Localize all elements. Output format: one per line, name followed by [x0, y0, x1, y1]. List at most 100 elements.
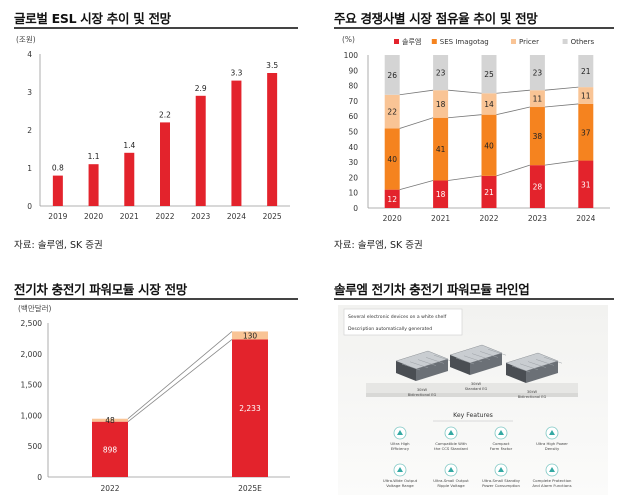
bar: [160, 122, 170, 206]
tooltip-line: Description automatically generated: [348, 326, 432, 332]
module-fin: [471, 353, 491, 360]
module-fin: [527, 361, 547, 368]
panel-lineup: 솔루엠 전기차 충전기 파워모듈 라인업 Several electronic …: [334, 279, 614, 497]
panel-title: 주요 경쟁사별 시장 점유율 추이 및 전망: [334, 11, 538, 26]
data-label: 28: [533, 183, 543, 192]
feature-label: Ultra High: [390, 441, 410, 446]
panel-title: 글로벌 ESL 시장 추이 및 전망: [14, 11, 171, 26]
data-label: 31: [581, 180, 591, 189]
x-tick-label: 2025: [263, 212, 282, 221]
module-front: [526, 361, 558, 383]
x-tick-label: 2024: [227, 212, 246, 221]
data-label: 41: [436, 145, 446, 154]
data-label: 11: [533, 95, 543, 104]
bar: [267, 73, 278, 206]
module-fin: [409, 361, 429, 369]
source-note: 자료: 솔루엠, SK 증권: [14, 240, 103, 251]
product-label: 30kW: [417, 388, 428, 392]
stack-segment: [433, 90, 449, 118]
module-fin: [511, 365, 531, 373]
data-label: 21: [484, 188, 494, 197]
panel-title: 솔루엠 전기차 충전기 파워모듈 라인업: [334, 282, 530, 297]
data-label: 23: [436, 69, 446, 78]
product-label: 30kW: [527, 390, 538, 394]
legend-label: SES Imagotag: [440, 38, 489, 46]
stack-segment: [481, 175, 497, 208]
lineup-illustration: Several electronic devices on a white sh…: [338, 305, 608, 495]
data-label: 23: [533, 69, 543, 78]
connector-line: [399, 180, 434, 191]
module-front: [416, 359, 448, 381]
x-tick-label: 2025E: [238, 484, 262, 493]
y-tick-label: 100: [344, 51, 359, 60]
feature-label: Voltage Range: [386, 483, 414, 488]
feature-label: Ultra High Power: [536, 441, 568, 446]
ev-charger-chart: (백만달러) 0 500 1,000 1,500 2,000 2,500 898 48 2022 2…: [18, 303, 290, 493]
y-tick-label: 80: [348, 82, 358, 91]
stack-segment: [529, 90, 545, 108]
feature-label: Compact: [493, 441, 510, 446]
stack-segment: [481, 93, 497, 115]
panel-title: 전기차 충전기 파워모듈 시장 전망: [14, 282, 188, 297]
module-fin: [455, 357, 475, 365]
connector-line: [544, 86, 579, 91]
data-label: 40: [387, 155, 397, 164]
title-rule: [14, 298, 298, 300]
data-label: 18: [436, 190, 446, 199]
data-label: 1.4: [123, 141, 135, 150]
y-tick-label: 30: [348, 158, 358, 167]
data-label: 3.5: [266, 61, 278, 70]
y-tick-label: 0: [27, 202, 32, 211]
connector-line: [496, 89, 530, 94]
ripple-icon: [444, 463, 458, 477]
esl-market-chart: (조원) 0 1 2 3 4 0.8 2019 1.1 2020 1.4 2021 2.2 2022 2.9…: [16, 35, 290, 221]
data-label: 898: [103, 445, 118, 454]
module-fin: [463, 355, 483, 363]
thermometer-icon: [393, 426, 407, 440]
bar: [124, 152, 135, 206]
module-fin: [417, 359, 437, 366]
stack-segment: [232, 339, 268, 477]
y-tick-label: 500: [28, 442, 43, 451]
connector-line: [399, 117, 434, 129]
stack-segment: [578, 160, 594, 208]
y-unit-label: (%): [342, 35, 355, 44]
legend-swatch: [394, 39, 399, 44]
connector-line: [399, 89, 434, 96]
product-label: Bidirectional EG: [408, 393, 437, 397]
feature-label: Ultra-Wide Output: [383, 478, 418, 483]
connector-line: [544, 103, 579, 108]
product-label: 30kW: [471, 382, 482, 386]
y-tick-label: 2,000: [21, 350, 43, 359]
data-label: 48: [105, 416, 115, 425]
data-label: 3.3: [230, 69, 242, 78]
x-tick-label: 2022: [155, 212, 174, 221]
legend-swatch: [562, 39, 568, 44]
module-front: [470, 353, 502, 375]
feature-label: Efficiency: [391, 446, 410, 451]
connector-line: [496, 106, 530, 116]
data-label: 2.9: [195, 84, 207, 93]
y-tick-label: 20: [348, 173, 358, 182]
data-label: 21: [581, 67, 591, 76]
connector-line: [448, 114, 482, 119]
stack-segment: [529, 107, 545, 166]
shelf-edge: [366, 393, 578, 397]
y-tick-label: 2,500: [21, 319, 43, 328]
panel-ev-charger-market: 전기차 충전기 파워모듈 시장 전망 (백만달러) 0 500 1,000 1,500 2…: [14, 279, 298, 497]
title-rule: [334, 27, 614, 29]
stack-segment: [433, 180, 449, 208]
feature-icon-glyph: [448, 430, 454, 435]
y-tick-label: 70: [348, 97, 358, 106]
module-side: [396, 361, 416, 381]
stack-segment: [578, 55, 594, 88]
shield-icon: [444, 426, 458, 440]
y-tick-label: 1,000: [21, 411, 43, 420]
panel-market-share: 주요 경쟁사별 시장 점유율 추이 및 전망 (%) 솔루엠 SES Imagota…: [334, 8, 614, 253]
feature-label: Ultra-Small Standby: [482, 478, 521, 483]
y-tick-label: 3: [27, 88, 32, 97]
stack-segment: [433, 55, 449, 91]
module-fin: [479, 351, 499, 358]
data-label: 1.1: [88, 152, 100, 161]
data-label: 40: [484, 141, 494, 150]
